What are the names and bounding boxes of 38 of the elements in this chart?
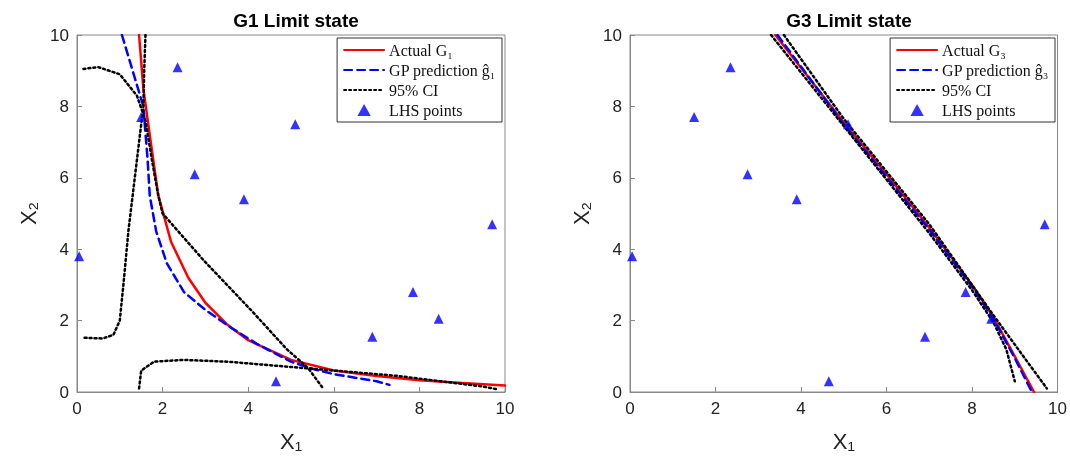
- x-axis-title: X₁: [279, 428, 303, 454]
- y-tick-label: 8: [59, 96, 69, 116]
- y-tick-label: 4: [59, 239, 69, 259]
- x-tick-label: 0: [625, 399, 635, 418]
- x-tick-label: 0: [72, 399, 82, 418]
- y-tick-label: 4: [612, 239, 622, 259]
- legend-label: LHS points: [389, 101, 463, 120]
- x-tick-label: 10: [495, 399, 515, 418]
- x-tick-label: 6: [329, 399, 339, 418]
- y-tick-label: 8: [612, 96, 622, 116]
- x-tick-label: 4: [796, 399, 806, 418]
- y-tick-label: 2: [612, 311, 622, 331]
- legend-label: LHS points: [942, 101, 1016, 120]
- chart-title: G1 Limit state: [233, 10, 359, 31]
- x-tick-label: 4: [243, 399, 253, 418]
- x-tick-label: 6: [881, 399, 892, 418]
- x-tick-label: 2: [710, 399, 721, 418]
- chart-title: G3 Limit state: [786, 10, 912, 31]
- legend-label: 95% CI: [942, 81, 992, 99]
- x-tick-label: 8: [414, 399, 425, 418]
- x-axis-title: X₁: [832, 428, 855, 454]
- legend-label: Actual G₁: [389, 41, 453, 59]
- legend-label: GP prediction ĝ₁: [389, 61, 496, 80]
- y-tick-label: 0: [59, 382, 69, 402]
- y-axis-title: X₂: [15, 201, 41, 226]
- y-tick-label: 0: [612, 382, 622, 402]
- y-tick-label: 10: [603, 25, 622, 45]
- x-tick-label: 2: [157, 399, 168, 418]
- y-tick-label: 10: [50, 25, 69, 45]
- y-tick-label: 6: [59, 168, 69, 188]
- x-tick-label: 10: [1048, 399, 1068, 418]
- y-tick-label: 6: [612, 168, 622, 188]
- x-tick-label: 8: [967, 399, 977, 418]
- y-axis-title: X₂: [568, 201, 594, 226]
- legend-label: Actual G₃: [942, 41, 1006, 59]
- legend-label: 95% CI: [389, 81, 439, 99]
- y-tick-label: 2: [59, 311, 69, 331]
- legend-label: GP prediction ĝ₃: [942, 61, 1049, 80]
